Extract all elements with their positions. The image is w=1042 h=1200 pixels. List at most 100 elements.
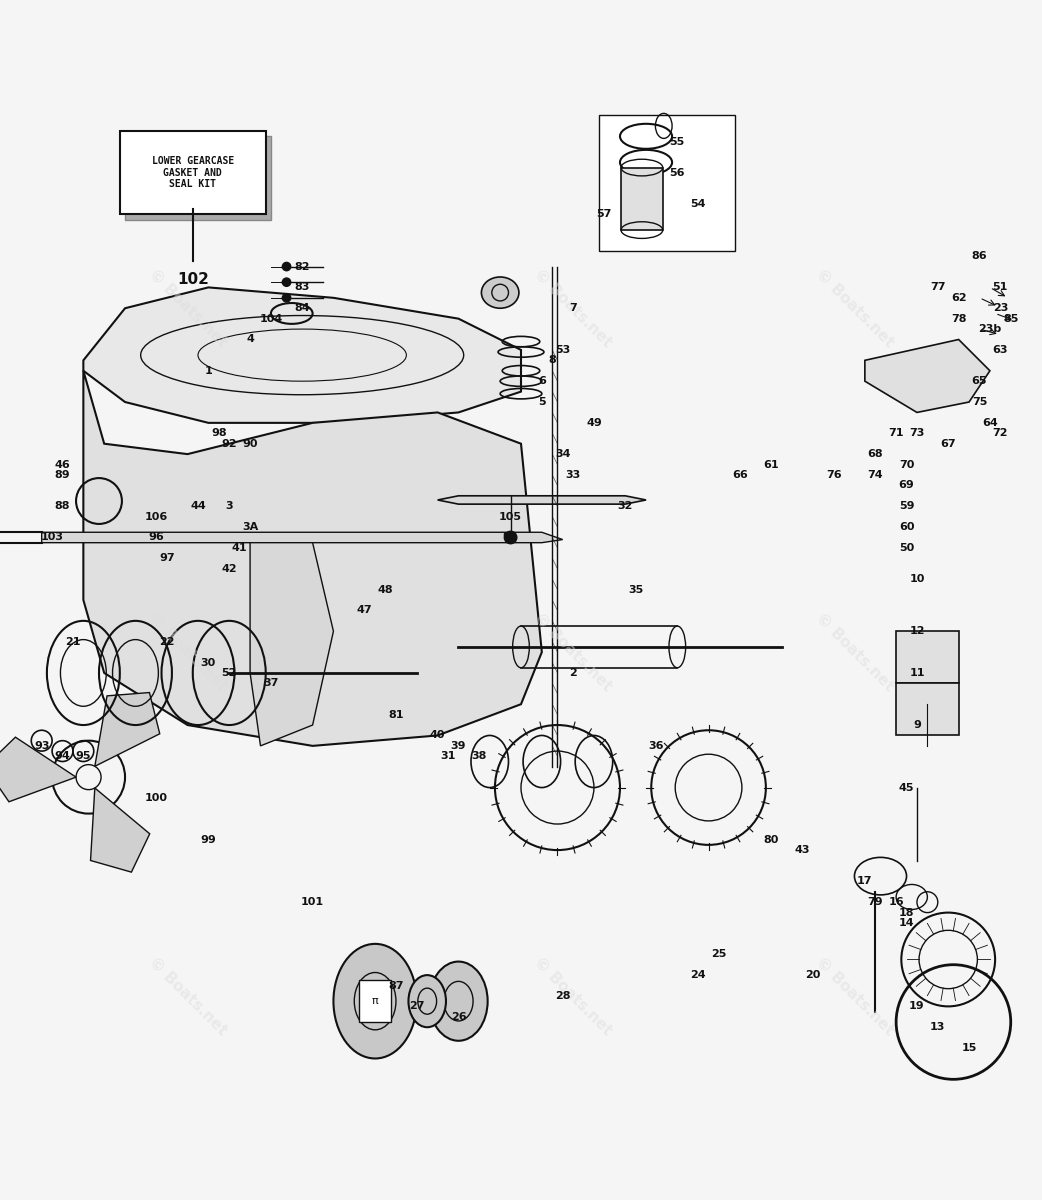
Text: 95: 95 [76,751,91,761]
Text: 76: 76 [826,470,841,480]
Text: © Boats.net: © Boats.net [531,611,615,694]
Text: 62: 62 [951,293,966,302]
Bar [359,980,391,1022]
Text: 21: 21 [66,637,80,647]
Text: 14: 14 [899,918,914,928]
Text: 8: 8 [548,355,556,365]
Text: 41: 41 [232,542,247,553]
Text: 42: 42 [222,564,237,574]
Bar [896,683,959,736]
Text: 57: 57 [597,210,612,220]
Text: 9: 9 [913,720,921,730]
Text: 23b: 23b [978,324,1001,334]
Text: 100: 100 [145,793,168,803]
Text: 24: 24 [691,970,705,980]
Text: 5: 5 [538,397,546,407]
Text: 19: 19 [910,1001,924,1012]
Text: 103: 103 [41,533,64,542]
Text: 77: 77 [931,282,945,293]
Circle shape [282,294,291,302]
Text: 104: 104 [259,313,282,324]
Text: © Boats.net: © Boats.net [813,266,896,350]
Text: 78: 78 [951,313,966,324]
Text: 36: 36 [649,740,664,751]
Polygon shape [83,287,521,422]
Text: 49: 49 [586,418,602,428]
FancyBboxPatch shape [120,131,266,215]
Text: 84: 84 [295,304,309,313]
Text: 99: 99 [200,835,217,845]
Text: 27: 27 [410,1001,424,1012]
Circle shape [282,263,291,271]
Text: 3A: 3A [242,522,258,532]
Text: 53: 53 [555,344,570,355]
Text: 15: 15 [962,1043,976,1054]
Text: 12: 12 [910,626,924,636]
Text: 59: 59 [899,502,914,511]
Text: 88: 88 [55,502,70,511]
Text: 47: 47 [357,606,372,616]
Text: 4: 4 [246,335,254,344]
Text: 26: 26 [451,1012,466,1021]
Ellipse shape [481,277,519,308]
Text: 69: 69 [898,480,915,491]
FancyBboxPatch shape [599,115,735,251]
Text: 22: 22 [159,637,174,647]
Text: 1: 1 [204,366,213,376]
Text: 28: 28 [555,991,570,1001]
Circle shape [504,532,517,544]
Text: 35: 35 [628,584,643,594]
Text: 32: 32 [618,502,632,511]
Text: 20: 20 [805,970,820,980]
Text: 37: 37 [264,678,278,689]
FancyBboxPatch shape [125,137,271,220]
Polygon shape [438,496,646,504]
Text: 30: 30 [201,658,216,667]
Text: 73: 73 [910,428,924,438]
Text: 13: 13 [931,1022,945,1032]
Text: 82: 82 [295,262,309,271]
Text: 10: 10 [910,574,924,584]
Text: 61: 61 [764,460,778,469]
Text: 80: 80 [764,835,778,845]
Text: 63: 63 [993,344,1008,355]
Text: 70: 70 [899,460,914,469]
Text: 55: 55 [670,137,685,146]
Text: 74: 74 [868,470,883,480]
Text: 98: 98 [212,428,226,438]
Text: 56: 56 [670,168,685,178]
Text: 105: 105 [499,511,522,522]
Text: © Boats.net: © Boats.net [813,954,896,1038]
Text: 18: 18 [899,907,914,918]
Text: 87: 87 [389,980,403,990]
Text: 89: 89 [55,470,70,480]
Ellipse shape [333,944,417,1058]
Text: 34: 34 [555,449,570,460]
Text: © Boats.net: © Boats.net [531,266,615,350]
Text: 102: 102 [177,271,208,287]
Text: 23: 23 [993,304,1008,313]
Text: 52: 52 [222,668,237,678]
Text: © Boats.net: © Boats.net [146,266,229,350]
Text: 44: 44 [190,502,206,511]
Text: 16: 16 [889,898,903,907]
Polygon shape [83,371,542,746]
Text: 85: 85 [1003,313,1018,324]
Text: 66: 66 [731,470,748,480]
Text: 67: 67 [941,439,956,449]
Bar [896,631,959,683]
Text: 64: 64 [982,418,998,428]
Text: © Boats.net: © Boats.net [146,954,229,1038]
Text: 11: 11 [910,668,924,678]
Text: 7: 7 [569,304,577,313]
Ellipse shape [429,961,488,1040]
Text: 48: 48 [378,584,393,594]
Text: © Boats.net: © Boats.net [813,611,896,694]
Text: © Boats.net: © Boats.net [146,611,229,694]
Text: © Boats.net: © Boats.net [531,954,615,1038]
Bar [621,168,663,230]
Text: 43: 43 [795,845,810,856]
Polygon shape [91,788,150,872]
Text: 71: 71 [889,428,903,438]
Text: 93: 93 [34,740,49,751]
